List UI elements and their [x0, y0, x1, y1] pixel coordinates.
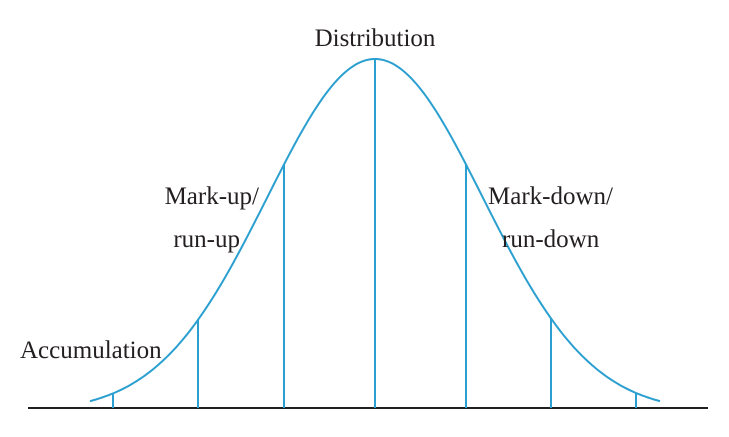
label-markdown-line1: Mark-down/	[488, 183, 613, 210]
label-accumulation: Accumulation	[20, 337, 162, 364]
phase-divider-lines	[112, 59, 637, 408]
label-markup-line2: run-up	[173, 226, 240, 253]
label-markup-line1: Mark-up/	[165, 183, 259, 210]
label-markdown-line2: run-down	[502, 226, 600, 253]
label-distribution: Distribution	[315, 25, 436, 52]
